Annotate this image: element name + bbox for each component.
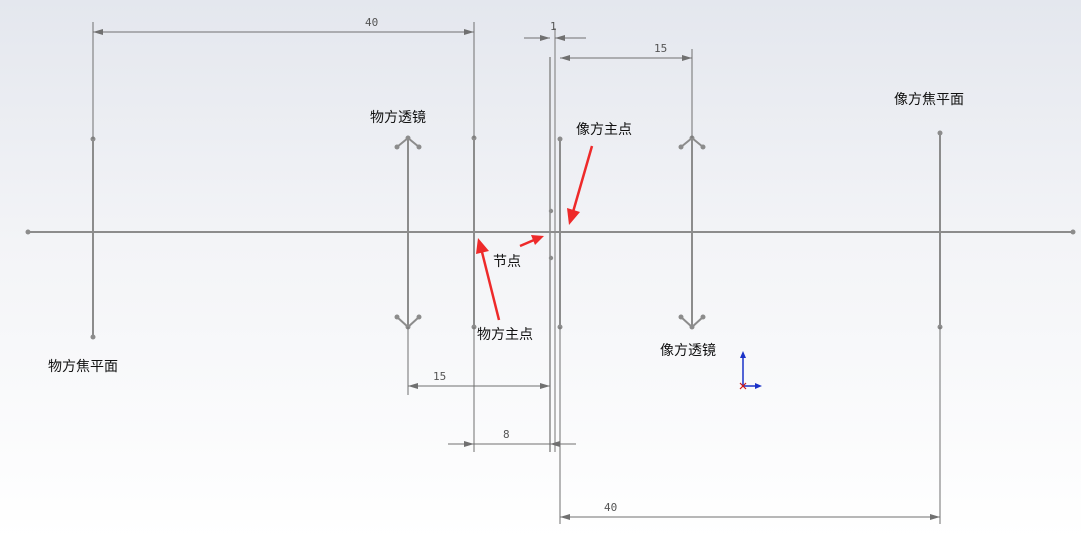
dimension-value-15-bottom[interactable]: 15	[433, 370, 447, 383]
dimension-object-focal-to-principal[interactable]	[92, 22, 475, 139]
coordinate-triad-icon	[739, 351, 762, 390]
image-focal-plane-label: 像方焦平面	[894, 92, 964, 108]
dimension-value-15-top[interactable]: 15	[654, 42, 668, 55]
dimension-object-principal-to-nodal[interactable]	[448, 327, 576, 452]
object-focal-plane-label: 物方焦平面	[48, 359, 118, 375]
dimension-object-lens-to-nodal[interactable]	[407, 327, 550, 395]
dimension-value-8[interactable]: 8	[503, 428, 510, 441]
nodal-point-label: 节点	[493, 254, 521, 270]
object-lens-symbol[interactable]	[394, 135, 422, 330]
image-principal-plane-line[interactable]	[557, 136, 563, 330]
dimension-value-40-bottom[interactable]: 40	[604, 501, 618, 514]
arrow-to-image-principal-point	[567, 145, 594, 225]
object-lens-label: 物方透镜	[370, 110, 426, 126]
dimension-image-principal-to-focal[interactable]	[559, 327, 941, 524]
dimension-value-1[interactable]: 1	[550, 20, 557, 33]
image-principal-point-label: 像方主点	[576, 122, 632, 138]
image-lens-label: 像方透镜	[660, 343, 716, 359]
nodal-plane-lines[interactable]	[548, 28, 556, 452]
arrow-to-object-principal-point	[476, 238, 501, 321]
object-principal-point-label: 物方主点	[477, 327, 533, 343]
arrow-to-nodal-point	[519, 235, 544, 248]
dimension-image-principal-to-lens[interactable]	[560, 49, 693, 138]
dimension-value-40-top[interactable]: 40	[365, 16, 379, 29]
image-focal-plane-line[interactable]	[937, 130, 943, 330]
object-focal-plane-line[interactable]	[90, 136, 96, 340]
